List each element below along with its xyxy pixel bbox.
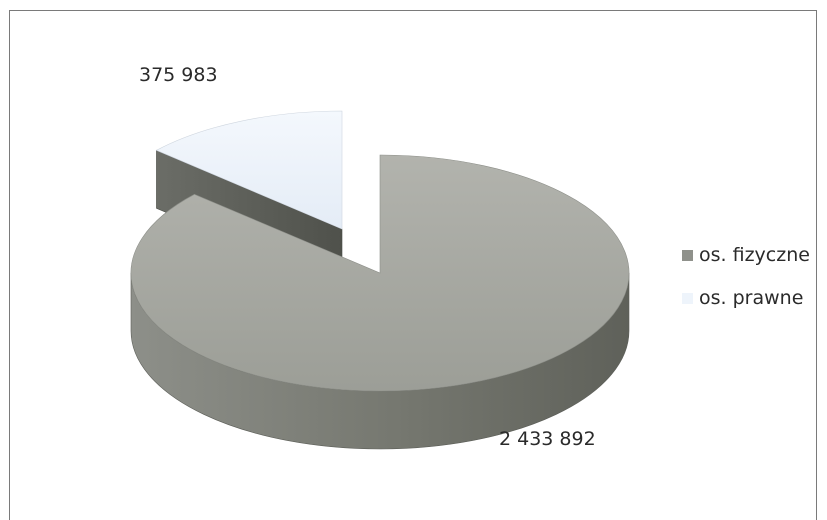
data-label-os-prawne: 375 983 bbox=[139, 64, 218, 86]
legend-swatch-os-prawne bbox=[682, 292, 693, 304]
legend-label-os-fizyczne: os. fizyczne bbox=[699, 244, 810, 266]
slice-os-fizyczne bbox=[130, 154, 630, 392]
pie-slices-group bbox=[130, 110, 630, 450]
legend: os. fizyczne os. prawne bbox=[682, 243, 822, 329]
legend-item-os-fizyczne: os. fizyczne bbox=[682, 243, 822, 267]
data-label-os-fizyczne: 2 433 892 bbox=[499, 428, 596, 450]
chart-frame: 2 433 892 375 983 os. fizyczne os. prawn… bbox=[9, 10, 817, 520]
slice-os-prawne bbox=[155, 110, 343, 230]
legend-item-os-prawne: os. prawne bbox=[682, 286, 822, 310]
pie-chart: 2 433 892 375 983 bbox=[130, 64, 630, 450]
legend-label-os-prawne: os. prawne bbox=[699, 287, 804, 309]
legend-swatch-os-fizyczne bbox=[682, 249, 693, 261]
